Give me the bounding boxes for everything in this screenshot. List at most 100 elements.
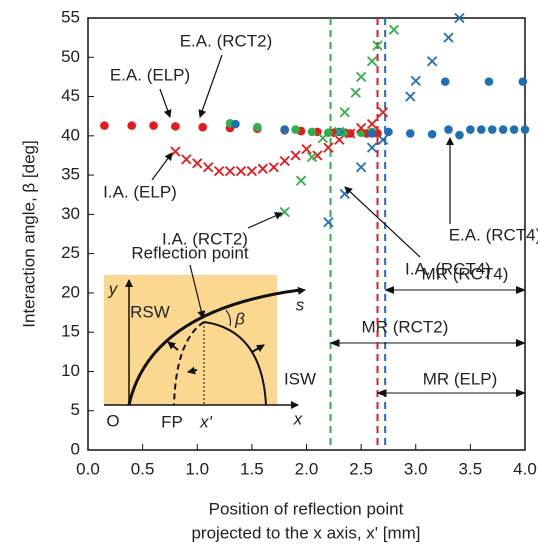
cross-marker (366, 118, 378, 130)
cross-marker (181, 154, 192, 165)
annotation-arrow (344, 186, 421, 258)
x-tick-label: 4.0 (513, 459, 537, 478)
inset-diagram (104, 264, 306, 409)
annotation-arrow (159, 88, 172, 118)
cross-marker (317, 133, 329, 144)
inset-label: β (234, 309, 245, 328)
dot-marker (518, 77, 528, 86)
inset-label: x (293, 409, 303, 428)
cross-marker (279, 206, 290, 218)
dot-marker (231, 119, 240, 129)
inset-label: RSW (130, 302, 170, 321)
rsw-arrow (187, 366, 198, 375)
s-arrow (296, 286, 306, 295)
cross-marker (334, 134, 345, 145)
inset-label: Reflection point (131, 243, 248, 262)
inset-label: ISW (284, 369, 316, 388)
annotation: E.A. (ELP) (110, 65, 190, 84)
cross-marker (345, 128, 356, 139)
cross-marker (334, 126, 345, 138)
beta-arc (225, 309, 231, 327)
dot-marker (477, 125, 486, 134)
cross-marker (427, 56, 438, 67)
cross-marker (170, 146, 181, 157)
cross-marker (366, 142, 378, 153)
dot-marker (384, 127, 393, 137)
cross-marker (295, 175, 307, 186)
y-tick-label: 20 (61, 282, 80, 301)
x-tick-label: 3.0 (404, 459, 428, 478)
x-tick-label: 2.0 (295, 459, 319, 478)
wall-curve (127, 288, 301, 406)
cross-marker (323, 142, 334, 153)
dot-marker (280, 125, 289, 134)
isw-front (203, 321, 267, 406)
cross-marker (350, 87, 361, 98)
cross-marker (366, 56, 378, 67)
dot-marker (509, 125, 519, 134)
cross-marker (410, 75, 421, 86)
dot-marker (455, 130, 464, 140)
inset-label: s (296, 295, 305, 314)
inset-label: y (108, 279, 119, 298)
y-tick-label: 50 (61, 47, 80, 66)
isw-arrow (251, 344, 265, 353)
x-tick-label: 1.0 (185, 459, 209, 478)
y-axis-label: Interaction angle, β [deg] (19, 140, 38, 327)
cross-marker (203, 162, 214, 173)
y-tick-label: 55 (61, 7, 80, 26)
x-tick-label: 0.0 (76, 459, 100, 478)
dot-marker (127, 121, 136, 130)
x-tick-label: 0.5 (131, 459, 155, 478)
dot-marker (171, 122, 180, 131)
annotation: I.A. (RCT4) (405, 259, 491, 278)
cross-marker (339, 188, 350, 200)
cross-marker (279, 155, 290, 167)
cross-marker (405, 91, 416, 102)
y-tick-label: 35 (61, 165, 80, 184)
cross-marker (257, 163, 268, 174)
y-tick-label: 10 (61, 361, 80, 380)
cross-marker (323, 217, 334, 228)
rsw-arrow (167, 341, 179, 351)
dot-marker (520, 125, 530, 134)
x-tick-label: 3.5 (459, 459, 483, 478)
dot-marker (498, 125, 508, 134)
x-tick-label: 2.5 (349, 459, 373, 478)
y-tick-label: 0 (71, 439, 80, 458)
cross-marker (372, 40, 383, 51)
cross-marker (339, 107, 350, 118)
cross-marker (355, 162, 367, 173)
cross-marker (224, 166, 236, 177)
annotation-arrow (151, 152, 173, 181)
cross-marker (301, 144, 312, 155)
dot-marker (100, 121, 109, 130)
cross-marker (454, 12, 465, 24)
cross-marker (290, 150, 301, 161)
cross-marker (192, 158, 203, 169)
annotation: E.A. (RCT4) (449, 225, 538, 244)
range-label: MR (ELP) (423, 369, 498, 388)
reflection-arrow (189, 264, 206, 319)
cross-marker (388, 24, 400, 35)
cross-marker (246, 166, 258, 177)
cross-marker (355, 71, 367, 83)
y-tick-label: 15 (61, 322, 80, 341)
range-label: MR (RCT4) (422, 264, 509, 283)
cross-marker (377, 107, 389, 118)
dot-marker (253, 122, 262, 132)
dot-marker (444, 125, 453, 134)
dot-marker (291, 125, 300, 134)
dot-marker (149, 121, 158, 130)
inset-label: x' (199, 412, 213, 431)
y-tick-label: 30 (61, 204, 80, 223)
dot-marker (484, 77, 494, 86)
y-tick-label: 25 (61, 243, 80, 262)
dot-marker (356, 128, 366, 137)
y-tick-label: 40 (61, 125, 80, 144)
annotation: E.A. (RCT2) (180, 31, 273, 50)
cross-marker (213, 166, 225, 177)
inset-label: O (106, 411, 119, 430)
annotation: I.A. (ELP) (103, 182, 177, 201)
